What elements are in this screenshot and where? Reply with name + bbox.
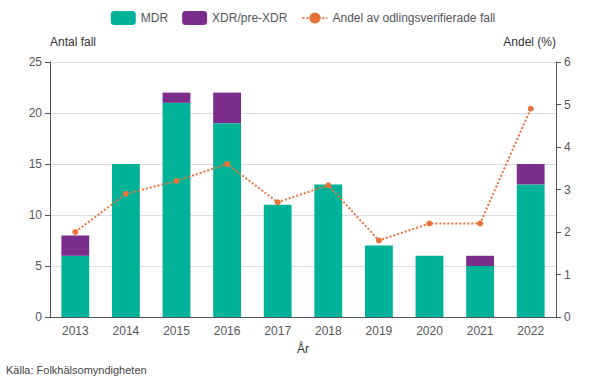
svg-text:15: 15 [29, 157, 43, 171]
svg-text:MDR: MDR [141, 11, 169, 25]
svg-text:5: 5 [564, 98, 571, 112]
svg-text:2022: 2022 [517, 324, 544, 338]
svg-text:2020: 2020 [416, 324, 443, 338]
svg-text:År: År [297, 341, 309, 356]
svg-text:10: 10 [29, 208, 43, 222]
svg-text:Källa: Folkhälsomyndigheten: Källa: Folkhälsomyndigheten [6, 364, 147, 376]
svg-text:2015: 2015 [163, 324, 190, 338]
svg-text:Andel (%): Andel (%) [503, 35, 556, 49]
svg-text:2018: 2018 [315, 324, 342, 338]
svg-text:2017: 2017 [264, 324, 291, 338]
svg-text:25: 25 [29, 55, 43, 69]
svg-text:2019: 2019 [366, 324, 393, 338]
svg-text:2016: 2016 [214, 324, 241, 338]
svg-text:20: 20 [29, 106, 43, 120]
svg-text:3: 3 [564, 183, 571, 197]
svg-text:Andel av odlingsverifierade fa: Andel av odlingsverifierade fall [332, 11, 495, 25]
svg-text:6: 6 [564, 55, 571, 69]
svg-text:0: 0 [564, 310, 571, 324]
svg-text:5: 5 [35, 259, 42, 273]
svg-text:2013: 2013 [62, 324, 89, 338]
svg-text:2021: 2021 [467, 324, 494, 338]
svg-text:Antal fall: Antal fall [50, 35, 96, 49]
svg-text:2: 2 [564, 225, 571, 239]
svg-text:1: 1 [564, 268, 571, 282]
svg-text:4: 4 [564, 140, 571, 154]
svg-text:0: 0 [35, 310, 42, 324]
svg-text:XDR/pre-XDR: XDR/pre-XDR [212, 11, 288, 25]
svg-text:2014: 2014 [113, 324, 140, 338]
